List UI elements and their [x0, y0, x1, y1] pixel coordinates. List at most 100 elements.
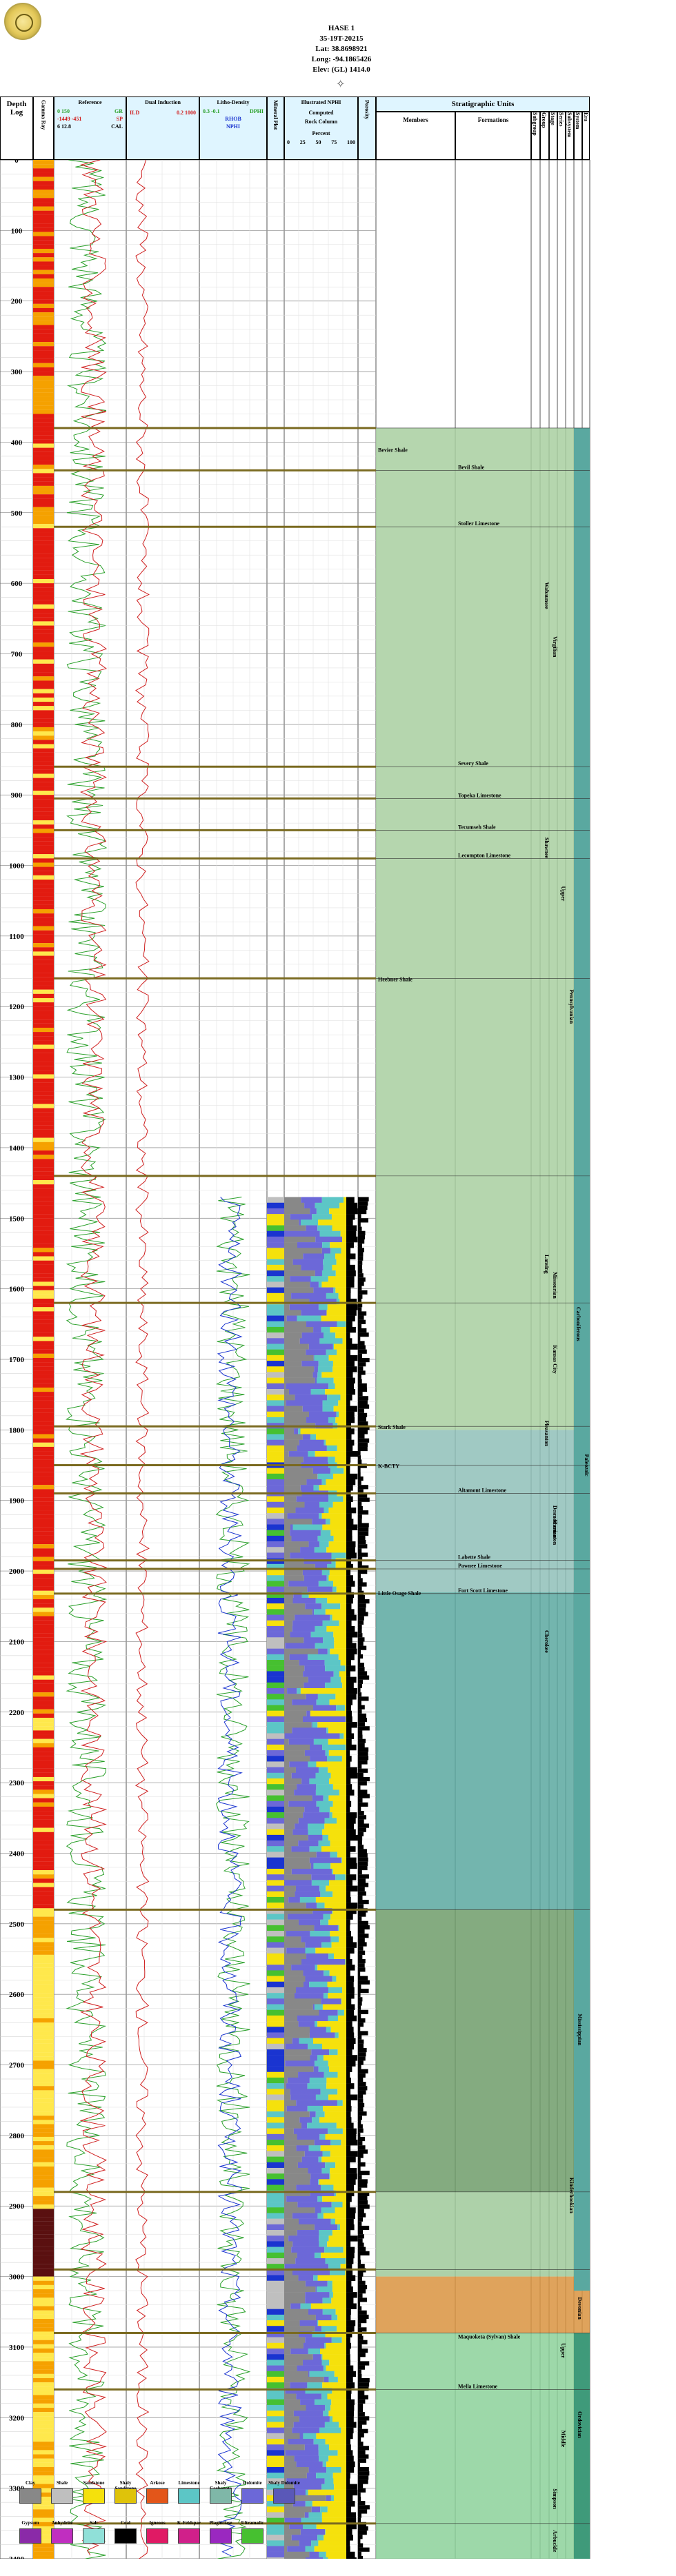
member-name: Stark Shale: [378, 1424, 406, 1430]
mineral-band: [267, 1727, 284, 1734]
gr-curve: [66, 160, 108, 2559]
saturation-fill: [358, 2158, 361, 2162]
member-name: Bevier Shale: [378, 447, 408, 454]
rock-column-segment: [324, 1507, 329, 1514]
rock-column-segment: [336, 1976, 346, 1982]
ref-scale-sp: -1449 -451: [57, 116, 82, 122]
rock-column-segment: [318, 1304, 328, 1310]
rock-column-segment: [284, 2083, 286, 2089]
gamma-ray-band: [33, 2094, 54, 2099]
rock-column-segment: [284, 1750, 305, 1756]
porosity-fill: [346, 1738, 352, 1745]
gamma-ray-band: [33, 2399, 54, 2404]
rock-column-segment: [330, 2167, 346, 2174]
mineral-band: [267, 1310, 284, 1316]
gamma-ray-band: [33, 955, 54, 960]
rock-column-segment: [284, 1981, 304, 1988]
rock-column-segment: [320, 2506, 328, 2513]
saturation-fill: [358, 1717, 367, 1723]
mineral-band: [267, 2411, 284, 2417]
gamma-ray-band: [33, 540, 54, 545]
rock-column-segment: [315, 2207, 321, 2213]
porosity-fill: [346, 2495, 353, 2502]
gamma-ray-band: [33, 1811, 54, 1816]
rock-column-segment: [321, 2252, 346, 2259]
rock-column-segment: [308, 1823, 325, 1829]
rock-column-segment: [309, 2111, 316, 2118]
mineral-band: [267, 1603, 284, 1610]
mineral-band: [267, 1434, 284, 1440]
rock-column-segment: [284, 1694, 306, 1700]
mineral-band: [267, 1361, 284, 1367]
gamma-ray-band: [33, 2056, 54, 2061]
mineral-band: [267, 2393, 284, 2400]
porosity-fill: [346, 1383, 355, 1390]
gamma-ray-band: [33, 1637, 54, 1642]
gamma-ray-band: [33, 621, 54, 626]
saturation-fill: [358, 2213, 366, 2218]
gamma-ray-band: [33, 2513, 54, 2518]
rock-column-segment: [284, 1710, 307, 1717]
saturation-fill: [358, 1298, 361, 1304]
gamma-ray-band: [33, 414, 54, 418]
rock-column-segment: [288, 1738, 314, 1745]
gamma-ray-band: [33, 2221, 54, 2226]
rock-column-segment: [320, 1919, 329, 1926]
formation-top-line: [54, 1175, 376, 1177]
rock-column-segment: [284, 1896, 289, 1903]
saturation-fill: [358, 2120, 361, 2124]
gamma-ray-band: [33, 240, 54, 245]
mineral-band: [267, 1863, 284, 1869]
porosity-fill: [346, 1891, 351, 1898]
mineral-band: [267, 1654, 284, 1661]
rock-column-segment: [304, 1806, 320, 1813]
saturation-fill: [358, 1349, 367, 1354]
gamma-ray-band: [33, 1650, 54, 1654]
subsystem-title: Subsystem: [566, 112, 573, 138]
rock-column-segment: [331, 2202, 343, 2208]
rock-column-segment: [284, 1818, 299, 1824]
gamma-ray-band: [33, 1197, 54, 1201]
gamma-ray-band: [33, 2209, 54, 2213]
porosity-fill: [346, 1242, 354, 1248]
rock-column-segment: [331, 1552, 346, 1559]
rock-column-segment: [304, 2444, 319, 2451]
rock-column-segment: [284, 2298, 306, 2304]
rock-column-segment: [284, 1197, 301, 1203]
gamma-ray-band: [33, 206, 54, 211]
porosity-fill: [346, 2501, 355, 2507]
mineral-band: [267, 1597, 284, 1604]
rock-column-segment: [284, 1942, 306, 1948]
gamma-ray-band: [33, 1193, 54, 1197]
rock-column-segment: [319, 2241, 328, 2247]
gamma-ray-band: [33, 299, 54, 304]
saturation-fill: [358, 2162, 366, 2167]
gamma-ray-band: [33, 2416, 54, 2421]
porosity-fill: [346, 1987, 355, 1994]
mineral-band: [267, 2444, 284, 2451]
gamma-ray-band: [33, 613, 54, 618]
porosity-fill: [346, 2122, 354, 2129]
mineral-band: [267, 1524, 284, 1530]
rock-column-segment: [284, 1349, 306, 1356]
formation-top-line: [54, 469, 376, 471]
saturation-fill: [358, 1281, 364, 1286]
rock-column-segment: [318, 2066, 330, 2072]
mineral-band: [267, 1473, 284, 1480]
saturation-fill: [358, 2102, 365, 2107]
rock-column-segment: [284, 1597, 293, 1604]
gamma-ray-band: [33, 909, 54, 914]
gamma-ray-band: [33, 2437, 54, 2442]
saturation-fill: [358, 1772, 364, 1777]
legend-swatch: [115, 2528, 137, 2544]
rock-column-segment: [313, 1287, 334, 1293]
rock-column-segment: [291, 1292, 326, 1299]
porosity-fill: [346, 1829, 356, 1836]
rock-column-segment: [291, 1868, 332, 1875]
saturation-fill: [358, 2314, 369, 2320]
saturation-fill: [358, 1815, 367, 1820]
saturation-fill: [358, 2187, 361, 2192]
rock-column-segment: [312, 2004, 315, 2010]
porosity-fill: [346, 1292, 351, 1299]
saturation-fill: [358, 2145, 366, 2150]
